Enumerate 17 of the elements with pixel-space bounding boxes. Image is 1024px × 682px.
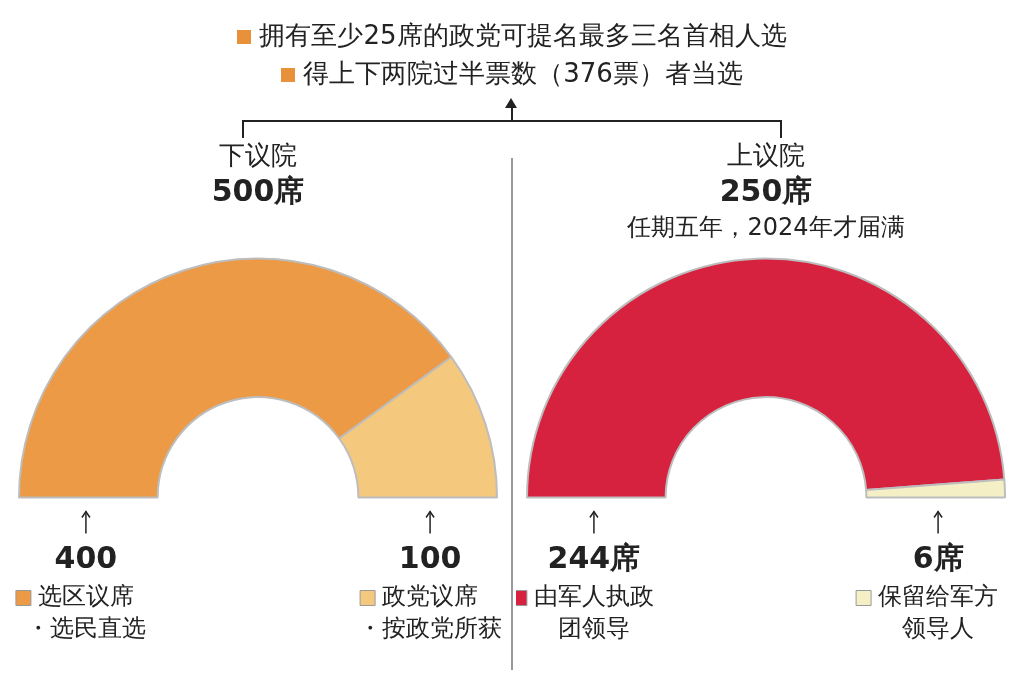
data-label: 100 xyxy=(398,540,462,576)
chart-subtitle: 500席 xyxy=(210,172,306,210)
chart-title: 上议院 xyxy=(726,139,806,172)
text: 拥有至少25席的政党可提名最多三名首相人选 xyxy=(259,20,787,50)
data-label: 6席 xyxy=(912,540,964,576)
chart-subtitle: 250席 xyxy=(718,172,814,210)
legend-label: 选区议席 xyxy=(37,581,134,610)
chart-title: 下议院 xyxy=(218,139,298,172)
text: 任期五年，2024年才届满 xyxy=(626,212,906,243)
text: ・按政党所获 xyxy=(358,613,503,642)
text: 得上下两院过半票数（376票）者当选 xyxy=(303,58,743,88)
legend-label: 由军人执政团领导 xyxy=(533,581,654,642)
data-label: 400 xyxy=(54,540,118,576)
data-label: 244席 xyxy=(547,540,641,576)
legend-label: 保留给军方领导人 xyxy=(878,581,999,642)
legend-label: 政党议席 xyxy=(382,581,479,610)
text: ・选民直选 xyxy=(25,613,146,642)
